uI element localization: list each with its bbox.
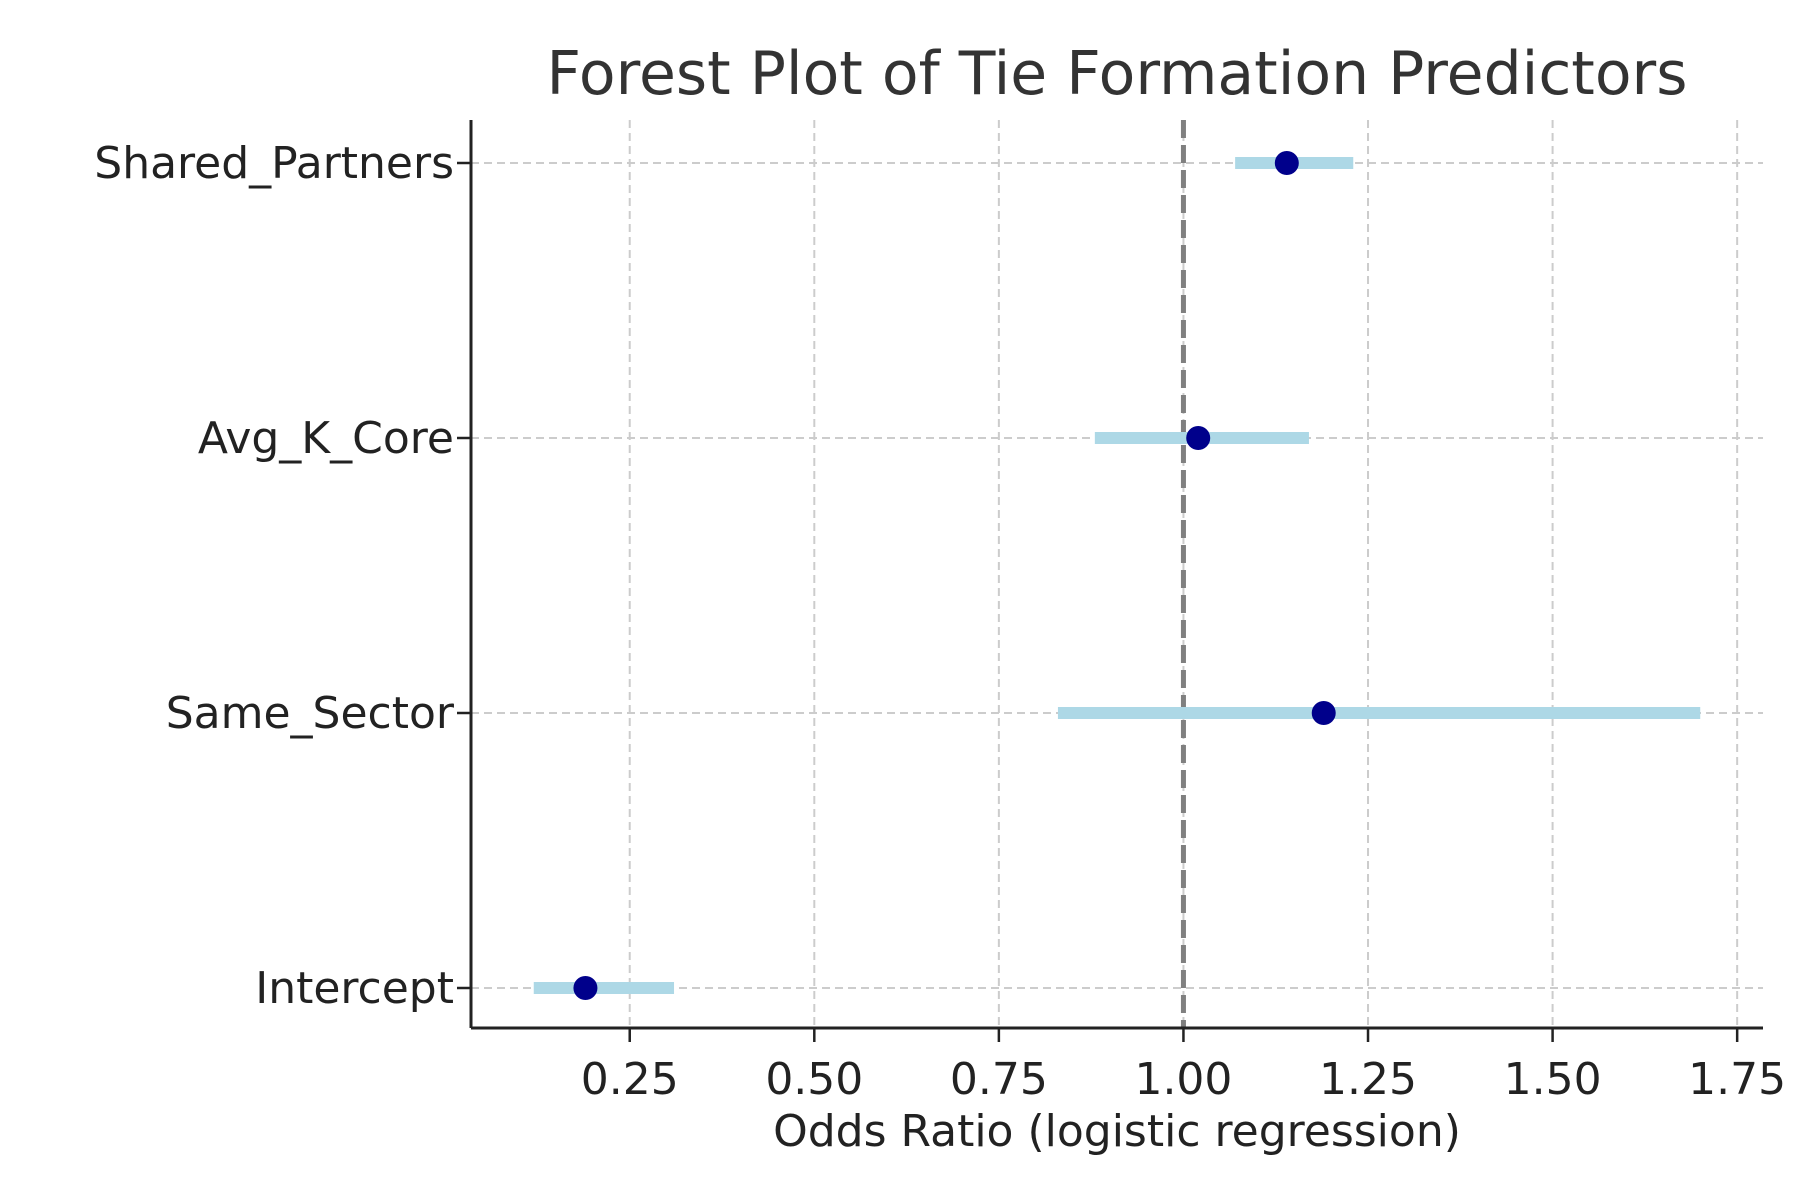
odds-ratio-point	[1311, 701, 1336, 725]
y-tick-label: Intercept	[255, 963, 454, 1014]
odds-ratio-point	[1186, 426, 1211, 450]
chart-title: Forest Plot of Tie Formation Predictors	[547, 39, 1688, 109]
point-estimate-layer	[573, 151, 1336, 1000]
y-tick-labels: Shared_Partners Avg_K_Core Same_Sector Inte…	[94, 138, 455, 1014]
x-tick-label: 1.25	[1319, 1054, 1417, 1105]
y-tick-label: Avg_K_Core	[198, 413, 454, 464]
x-tick-label: 0.75	[950, 1054, 1048, 1105]
odds-ratio-point	[1274, 151, 1299, 175]
x-tick-label: 0.25	[581, 1054, 679, 1105]
x-tick-label: 1.00	[1134, 1054, 1232, 1105]
x-tick-labels: 0.25 0.50 0.75 1.00 1.25 1.50 1.75	[581, 1054, 1786, 1105]
odds-ratio-point	[573, 976, 598, 1000]
x-tick-label: 1.50	[1504, 1054, 1602, 1105]
y-tick-label: Shared_Partners	[94, 138, 454, 189]
confidence-interval-layer	[533, 157, 1701, 994]
grid-layer	[471, 120, 1763, 1028]
x-tick-label: 1.75	[1688, 1054, 1786, 1105]
y-tick-label: Same_Sector	[166, 688, 455, 739]
x-axis-label: Odds Ratio (logistic regression)	[773, 1106, 1461, 1157]
axis-layer	[457, 120, 1763, 1042]
x-tick-label: 0.50	[765, 1054, 863, 1105]
